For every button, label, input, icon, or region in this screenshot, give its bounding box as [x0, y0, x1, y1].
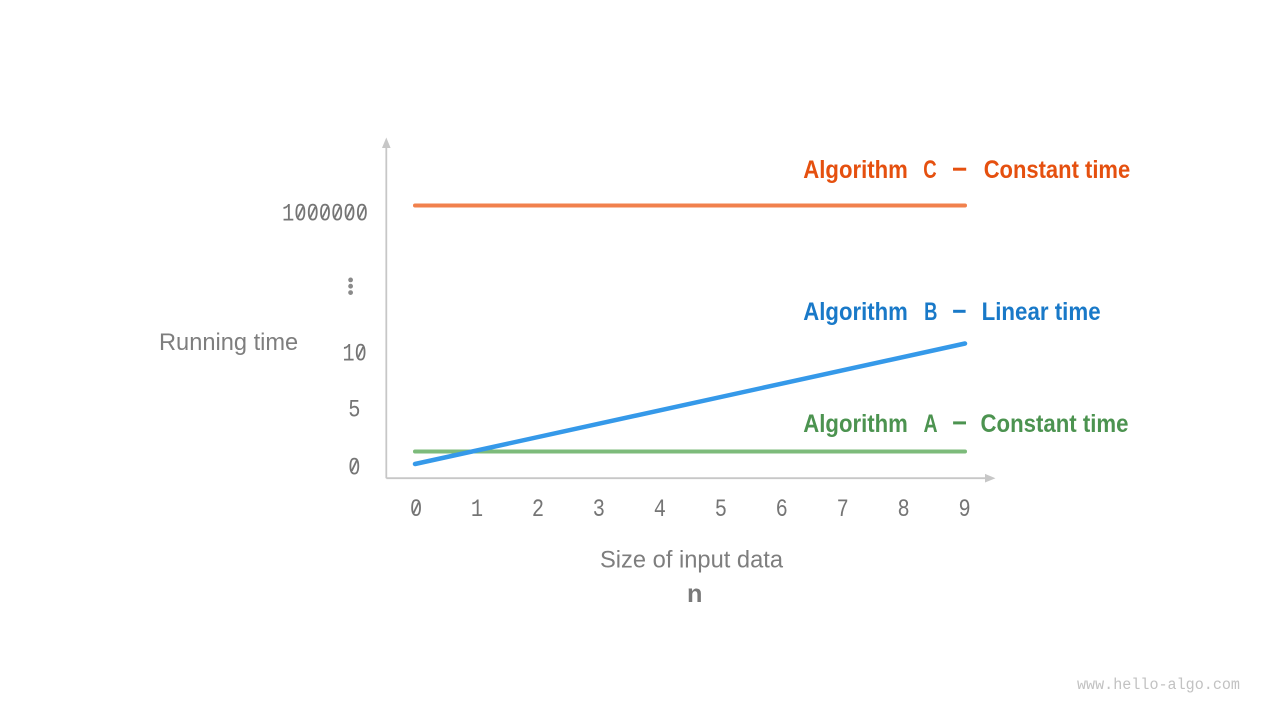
svg-text:10: 10 [343, 340, 367, 369]
svg-text:8: 8 [898, 495, 910, 524]
svg-text:Constant time: Constant time [984, 156, 1131, 184]
svg-text:9: 9 [959, 495, 971, 524]
svg-text:B: B [924, 298, 937, 326]
svg-text:Running time: Running time [159, 329, 298, 356]
svg-text:www.hello-algo.com: www.hello-algo.com [1077, 676, 1240, 694]
svg-text:Linear time: Linear time [982, 298, 1101, 326]
svg-text:7: 7 [837, 495, 849, 524]
svg-text:A: A [923, 410, 937, 438]
svg-text:3: 3 [593, 495, 605, 524]
svg-text:5: 5 [715, 495, 727, 524]
svg-text:C: C [923, 156, 936, 184]
svg-text:6: 6 [776, 495, 788, 524]
svg-text:Constant time: Constant time [981, 410, 1129, 438]
svg-text:1: 1 [471, 495, 483, 524]
svg-text:Algorithm: Algorithm [803, 156, 908, 184]
svg-text:0: 0 [348, 454, 360, 483]
svg-text:Size of input data: Size of input data [600, 547, 784, 574]
svg-text:Algorithm: Algorithm [803, 410, 908, 438]
svg-text:4: 4 [654, 495, 666, 524]
svg-text:n: n [687, 580, 702, 608]
svg-text:Algorithm: Algorithm [803, 298, 908, 326]
svg-text:5: 5 [348, 395, 360, 424]
svg-text:2: 2 [532, 495, 544, 524]
